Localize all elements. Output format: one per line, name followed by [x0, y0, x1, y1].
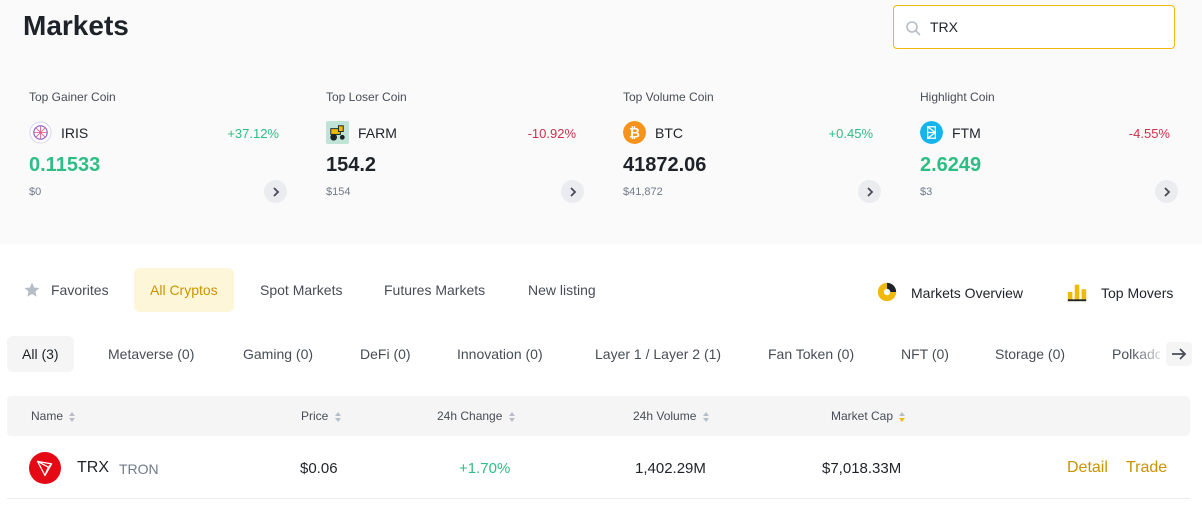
- search-input[interactable]: [930, 16, 1160, 38]
- category-nft[interactable]: NFT (0): [901, 346, 949, 362]
- card-label: Top Volume Coin: [623, 90, 714, 104]
- top-gainer-card[interactable]: Top Gainer Coin IRIS +37.12% 0.11533 $0: [29, 88, 287, 208]
- sort-icon: [899, 411, 906, 422]
- star-icon: [24, 282, 40, 297]
- category-fade: [1130, 336, 1170, 372]
- market-tabs: Favorites All Cryptos Spot Markets Futur…: [0, 268, 1202, 312]
- top-loser-card[interactable]: Top Loser Coin FARM -10.92% 154.2 $154: [326, 88, 584, 208]
- category-filter-bar: All (3) Metaverse (0) Gaming (0) DeFi (0…: [0, 336, 1202, 372]
- chevron-right-icon: [272, 186, 279, 197]
- card-change: -4.55%: [1128, 126, 1170, 141]
- category-scroll-right-button[interactable]: [1166, 342, 1192, 366]
- tab-label: Favorites: [51, 282, 109, 298]
- page-title: Markets: [23, 10, 129, 41]
- column-24h-volume[interactable]: 24h Volume: [633, 409, 709, 423]
- card-change: -10.92%: [527, 126, 576, 141]
- svg-text:₿: ₿: [629, 126, 640, 141]
- detail-link[interactable]: Detail: [1067, 459, 1108, 476]
- card-arrow-button[interactable]: [1155, 180, 1178, 203]
- chevron-right-icon: [866, 186, 873, 197]
- top-volume-card[interactable]: Top Volume Coin ₿ BTC +0.45% 41872.06 $4…: [623, 88, 881, 208]
- sort-icon: [69, 411, 76, 422]
- card-arrow-button[interactable]: [858, 180, 881, 203]
- category-fan-token[interactable]: Fan Token (0): [768, 346, 855, 362]
- arrow-right-icon: [1172, 348, 1187, 360]
- card-fiat-price: $154: [326, 186, 351, 198]
- tab-futures-markets[interactable]: Futures Markets: [384, 282, 486, 298]
- column-label: Market Cap: [831, 409, 894, 423]
- bar-chart-icon: [1067, 284, 1087, 302]
- tab-spot-markets[interactable]: Spot Markets: [260, 282, 343, 298]
- markets-header-section: Markets Top Gainer Coin IRIS +37.12% 0.1…: [0, 0, 1202, 244]
- card-fiat-price: $41,872: [623, 186, 663, 198]
- tron-icon: [29, 452, 61, 484]
- card-price: 0.11533: [29, 154, 101, 176]
- card-symbol: IRIS: [61, 125, 89, 141]
- tab-all-cryptos[interactable]: All Cryptos: [134, 268, 234, 312]
- top-movers-label: Top Movers: [1101, 285, 1174, 301]
- row-price: $0.06: [300, 460, 338, 477]
- row-change: +1.70%: [459, 460, 511, 477]
- category-storage[interactable]: Storage (0): [995, 346, 1066, 362]
- column-label: Price: [301, 409, 329, 423]
- iris-icon: [29, 121, 52, 144]
- card-fiat-price: $0: [29, 186, 42, 198]
- chevron-right-icon: [569, 186, 576, 197]
- card-price: 41872.06: [623, 154, 707, 176]
- table-row[interactable]: TRX TRON $0.06 +1.70% 1,402.29M $7,018.3…: [7, 437, 1190, 499]
- category-innovation[interactable]: Innovation (0): [457, 346, 543, 362]
- search-icon: [906, 21, 921, 36]
- card-label: Top Gainer Coin: [29, 90, 116, 104]
- search-box[interactable]: [893, 5, 1175, 49]
- pie-chart-icon: [877, 282, 897, 302]
- card-arrow-button[interactable]: [561, 180, 584, 203]
- chevron-right-icon: [1163, 186, 1170, 197]
- table-header: Name Price 24h Change 24h Volume Market …: [7, 396, 1190, 436]
- column-label: Name: [31, 409, 64, 423]
- card-label: Highlight Coin: [920, 90, 995, 104]
- row-name: TRON: [119, 461, 159, 477]
- farm-icon: [326, 121, 349, 144]
- column-label: 24h Volume: [633, 409, 697, 423]
- category-layer[interactable]: Layer 1 / Layer 2 (1): [595, 346, 722, 362]
- category-defi[interactable]: DeFi (0): [360, 346, 411, 362]
- column-24h-change[interactable]: 24h Change: [437, 409, 515, 423]
- highlight-coin-card[interactable]: Highlight Coin FTM -4.55% 2.6249 $3: [920, 88, 1178, 208]
- column-market-cap[interactable]: Market Cap: [831, 409, 906, 423]
- btc-icon: ₿: [623, 121, 646, 144]
- ftm-icon: [920, 121, 943, 144]
- category-gaming[interactable]: Gaming (0): [243, 346, 314, 362]
- card-change: +37.12%: [227, 126, 279, 141]
- sort-icon: [702, 411, 709, 422]
- category-all[interactable]: All (3): [7, 336, 74, 372]
- tab-favorites[interactable]: Favorites: [23, 268, 109, 312]
- top-movers-link[interactable]: Top Movers: [1066, 280, 1186, 304]
- card-arrow-button[interactable]: [264, 180, 287, 203]
- sort-icon: [508, 411, 515, 422]
- row-market-cap: $7,018.33M: [822, 460, 902, 477]
- card-symbol: FARM: [358, 125, 397, 141]
- sort-icon: [334, 411, 341, 422]
- column-label: 24h Change: [437, 409, 503, 423]
- column-price[interactable]: Price: [301, 409, 341, 423]
- card-label: Top Loser Coin: [326, 90, 407, 104]
- row-volume: 1,402.29M: [635, 460, 706, 477]
- card-symbol: FTM: [952, 125, 981, 141]
- trade-link[interactable]: Trade: [1126, 459, 1168, 476]
- category-metaverse[interactable]: Metaverse (0): [108, 346, 195, 362]
- column-name[interactable]: Name: [31, 409, 76, 423]
- markets-overview-label: Markets Overview: [911, 285, 1024, 301]
- card-change: +0.45%: [828, 126, 873, 141]
- card-price: 2.6249: [920, 154, 982, 176]
- card-symbol: BTC: [655, 125, 683, 141]
- tab-new-listing[interactable]: New listing: [528, 282, 596, 298]
- card-price: 154.2: [326, 154, 377, 176]
- card-fiat-price: $3: [920, 186, 933, 198]
- row-symbol: TRX: [77, 459, 109, 476]
- markets-overview-link[interactable]: Markets Overview: [876, 280, 1036, 304]
